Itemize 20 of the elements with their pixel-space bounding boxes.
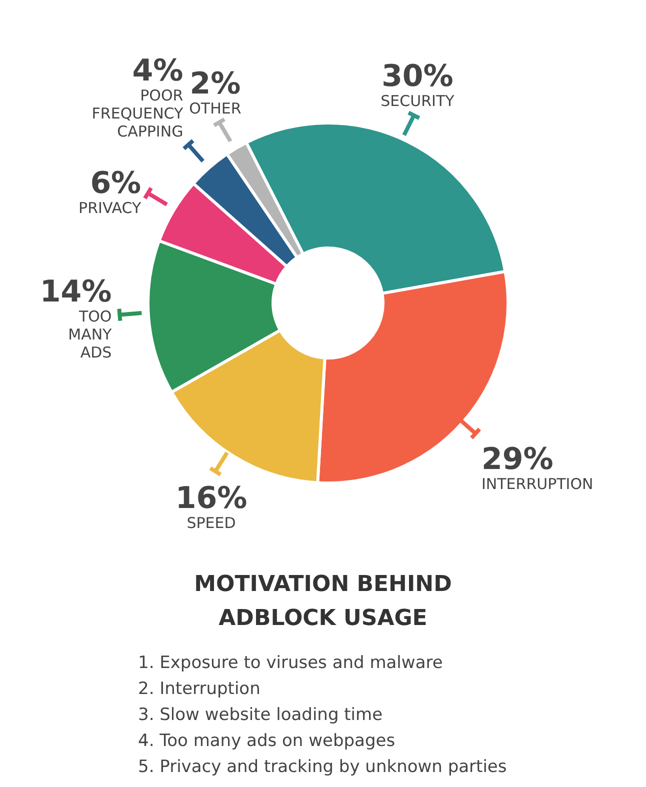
text: 5. Privacy and tracking by unknown parties bbox=[138, 756, 508, 779]
text: MOTIVATION BEHIND ADBLOCK USAGE bbox=[193, 571, 453, 633]
slice-label: INTERRUPTION bbox=[482, 474, 594, 493]
data-label: 30% bbox=[382, 59, 454, 94]
slice-label: SECURITY bbox=[380, 92, 456, 110]
slice-label: PRIVACY bbox=[78, 199, 142, 218]
slice-label: SPEED bbox=[186, 514, 236, 532]
text: 1. Exposure to viruses and malware bbox=[138, 652, 444, 675]
data-label: 14% bbox=[40, 274, 112, 310]
text: 3. Slow website loading time bbox=[138, 704, 384, 727]
slice-label: POOR FREQUENCY CAPPING bbox=[92, 86, 184, 141]
data-label: 4% bbox=[132, 54, 184, 89]
data-label: 6% bbox=[90, 166, 142, 202]
text: 4. Too many ads on webpages bbox=[138, 730, 396, 753]
legend-label: TOO MANY ADS bbox=[68, 307, 113, 362]
data-label: 2% bbox=[190, 66, 241, 102]
data-label: 29% bbox=[482, 442, 554, 477]
slice-label: OTHER bbox=[189, 99, 242, 118]
text: 2. Interruption bbox=[138, 678, 262, 701]
data-label: 16% bbox=[175, 481, 248, 516]
